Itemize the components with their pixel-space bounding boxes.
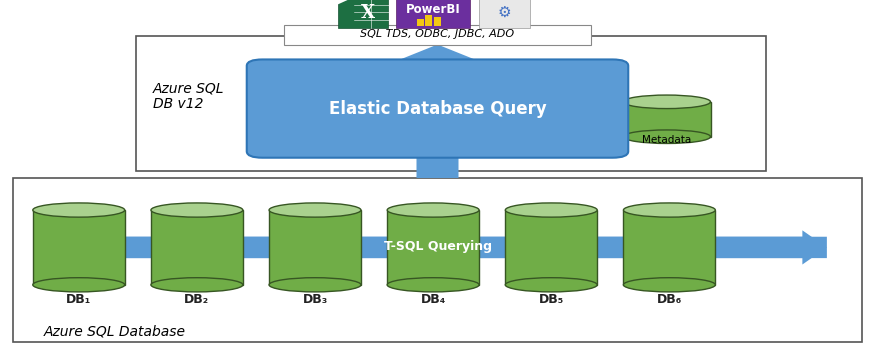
Text: PowerBI: PowerBI <box>406 3 460 16</box>
Bar <box>434 17 441 26</box>
Text: DB₆: DB₆ <box>657 293 682 306</box>
Text: Azure SQL
DB v12: Azure SQL DB v12 <box>153 81 225 111</box>
Bar <box>13 178 862 342</box>
Ellipse shape <box>506 203 598 217</box>
Bar <box>623 102 711 137</box>
Polygon shape <box>338 0 354 4</box>
Bar <box>284 25 591 44</box>
Ellipse shape <box>270 203 361 217</box>
FancyArrow shape <box>48 230 827 265</box>
Bar <box>480 0 530 28</box>
Ellipse shape <box>270 278 361 292</box>
Text: Azure SQL Database: Azure SQL Database <box>44 324 185 338</box>
Text: DB₃: DB₃ <box>303 293 327 306</box>
Ellipse shape <box>33 203 125 217</box>
Text: SQL TDS, ODBC, JDBC, ADO: SQL TDS, ODBC, JDBC, ADO <box>360 29 514 39</box>
Bar <box>270 210 361 285</box>
Text: X: X <box>361 4 375 22</box>
Bar <box>388 210 480 285</box>
Ellipse shape <box>33 278 125 292</box>
Text: DB₅: DB₅ <box>539 293 564 306</box>
Bar <box>623 210 716 285</box>
Bar <box>425 15 432 26</box>
Ellipse shape <box>388 203 480 217</box>
Bar <box>136 36 766 171</box>
FancyArrow shape <box>48 230 827 265</box>
Ellipse shape <box>151 278 243 292</box>
Ellipse shape <box>623 130 711 143</box>
Ellipse shape <box>623 203 716 217</box>
Bar <box>151 210 243 285</box>
Bar <box>396 0 471 28</box>
Text: Elastic Database Query: Elastic Database Query <box>329 100 546 117</box>
Ellipse shape <box>623 278 716 292</box>
Text: DB₂: DB₂ <box>185 293 209 306</box>
Ellipse shape <box>151 203 243 217</box>
FancyBboxPatch shape <box>247 59 628 158</box>
Ellipse shape <box>388 278 480 292</box>
Text: Metadata: Metadata <box>642 135 691 145</box>
Ellipse shape <box>506 278 598 292</box>
Text: T-SQL Querying: T-SQL Querying <box>383 240 492 253</box>
Text: DB₄: DB₄ <box>421 293 445 306</box>
Bar <box>33 210 124 285</box>
Ellipse shape <box>623 95 711 109</box>
Text: ⚙: ⚙ <box>498 5 512 20</box>
Text: DB₁: DB₁ <box>66 293 91 306</box>
Bar <box>338 0 388 28</box>
Bar <box>506 210 598 285</box>
FancyArrow shape <box>397 44 478 178</box>
Bar <box>416 19 424 26</box>
